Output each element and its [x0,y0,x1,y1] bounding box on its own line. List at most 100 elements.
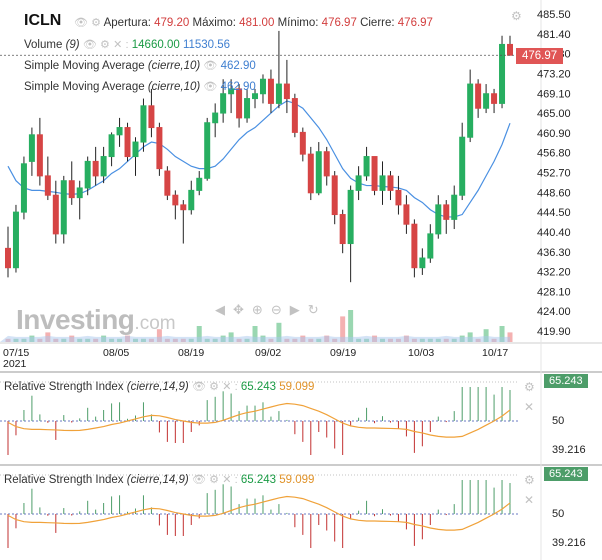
candle-body [220,93,227,114]
y-tick-label: 419.90 [537,326,571,338]
candle-body [395,189,402,206]
rsi-axis-mid: 50 [552,508,565,520]
rsi-value: 65.243 [240,381,277,393]
candle-body [507,43,513,56]
candle-body [315,151,322,194]
candle-body [259,78,266,95]
y-tick-label: 460.90 [537,128,571,140]
last-price-tag: 476.97 [516,48,564,64]
zoom-out-icon[interactable]: ⊖ [270,302,282,317]
pan-icon[interactable]: ✥ [233,302,244,317]
high-label: Máximo: [192,17,236,29]
candle-body [491,93,498,104]
close-label: Cierre: [360,17,395,29]
x-tick-label: 09/02 [255,347,281,359]
reset-icon[interactable]: ↻ [307,302,319,317]
rsi-label: Relative Strength Index [4,474,124,486]
volume-bar [499,326,505,342]
chart-nav-controls: ◀ ✥ ⊕ ⊖ ▶ ↻ [215,302,319,318]
y-tick-label: 436.30 [537,247,571,259]
candle-body [323,151,330,177]
eye-icon[interactable]: 👁 [191,474,206,486]
settings-icon[interactable]: ⚙ [91,17,102,29]
volume-bar [156,329,162,342]
candle-body [331,175,338,216]
eye-icon[interactable]: 👁 [203,81,218,93]
y-tick-label: 469.10 [537,88,571,100]
settings-icon[interactable]: ⚙ [209,474,219,486]
candle-body [100,156,107,177]
y-tick-label: 424.00 [537,306,571,318]
candle-body [180,204,187,211]
low-value: 476.97 [321,17,357,29]
x-tick-label: 08/05 [103,347,129,359]
eye-icon[interactable]: 👁 [191,381,206,393]
rsi-value-tag: 65.243 [544,467,588,481]
rsi-legend-2: Relative Strength Index (cierre,14,9) 👁 … [4,474,315,486]
candle-body [196,177,203,191]
eye-icon[interactable]: 👁 [82,39,97,51]
rsi-legend-1: Relative Strength Index (cierre,14,9) 👁 … [4,381,315,393]
candle-body [363,156,370,177]
eye-icon[interactable]: 👁 [74,17,88,29]
y-tick-label: 440.40 [537,227,571,239]
candle-body [92,160,99,177]
candle-body [244,98,251,119]
candle-body [451,194,458,220]
investing-watermark: Investing.com [16,304,176,336]
x-tick-label: 07/15 [3,347,29,359]
open-value: 479.20 [154,17,190,29]
candle-body [84,160,91,189]
close-icon[interactable]: ✕ [113,39,123,51]
pane-settings-icon[interactable]: ⚙ [524,473,535,487]
candle-body [188,189,195,211]
candle-body [228,88,235,95]
candle-body [443,204,450,220]
high-value: 481.00 [239,17,275,29]
sma-legend-1: Simple Moving Average (cierre,10) 👁 462.… [24,59,256,72]
sma-label: Simple Moving Average [24,60,145,72]
candle-body [339,214,346,245]
candle-body [28,134,35,162]
candle-body [140,105,147,143]
sma-value: 462.90 [220,81,256,93]
sma-label: Simple Moving Average [24,81,145,93]
pane-settings-icon[interactable]: ⚙ [524,380,535,394]
eye-icon[interactable]: 👁 [203,60,218,72]
pane-close-icon[interactable]: ✕ [524,493,535,507]
x-tick-label: 10/17 [482,347,508,359]
candle-body [283,83,290,100]
volume-bar [340,316,346,342]
y-tick-label: 428.10 [537,286,571,298]
arrow-left-icon[interactable]: ◀ [215,302,225,317]
volume-bar [483,329,489,342]
watermark-suffix: .com [134,313,176,334]
sma-value: 462.90 [220,60,256,72]
candle-body [164,170,171,196]
x-tick-label: 08/19 [178,347,204,359]
volume-param: (9) [65,39,80,51]
candle-body [12,211,19,269]
candle-body [116,127,123,136]
candle-body [124,127,131,158]
candle-body [499,43,506,104]
close-icon[interactable]: ✕ [222,474,232,486]
volume-legend: Volume (9) 👁 ⚙ ✕ : 14660.00 11530.56 [24,39,231,51]
settings-icon[interactable]: ⚙ [209,381,219,393]
candle-body [156,127,163,170]
zoom-in-icon[interactable]: ⊕ [251,302,263,317]
candle-body [371,156,378,191]
candle-body [483,93,490,109]
open-label: Apertura: [103,17,151,29]
candle-body [267,78,274,104]
settings-icon[interactable]: ⚙ [100,39,110,51]
arrow-right-icon[interactable]: ▶ [289,302,300,317]
pane-close-icon[interactable]: ✕ [524,400,535,414]
close-icon[interactable]: ✕ [222,381,232,393]
candle-body [475,83,482,109]
chart-settings-icon[interactable]: ⚙ [511,9,522,23]
candle-body [307,153,314,194]
rsi-label: Relative Strength Index [4,381,124,393]
candle-body [355,175,362,191]
rsi-axis-low: 39.216 [552,537,586,549]
